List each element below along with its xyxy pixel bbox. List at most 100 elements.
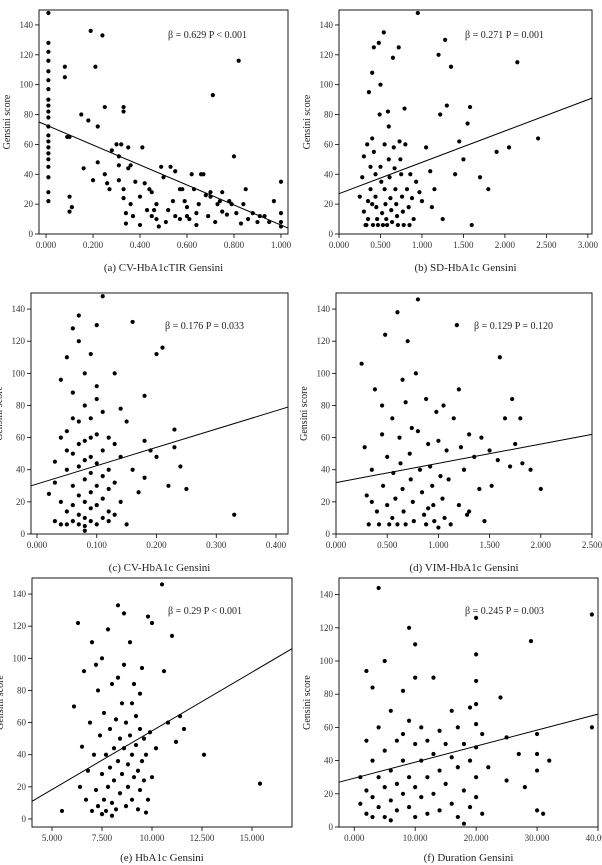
data-point (133, 179, 138, 184)
data-point (238, 221, 244, 226)
data-point (382, 748, 387, 753)
data-point (443, 781, 448, 786)
data-point (461, 157, 466, 162)
data-point (467, 104, 473, 110)
y-tick-label: 120 (13, 621, 27, 631)
x-tick-label: 0.000 (326, 540, 347, 550)
data-point (220, 190, 225, 195)
data-point (415, 297, 421, 302)
data-point (369, 499, 374, 504)
data-point (76, 493, 81, 498)
data-point (88, 351, 93, 357)
data-point (467, 509, 472, 514)
data-point (440, 216, 445, 222)
data-point (413, 675, 418, 680)
data-point (504, 778, 509, 783)
data-point (482, 519, 487, 524)
data-point (425, 738, 430, 743)
data-point (112, 512, 117, 517)
data-point (129, 797, 135, 802)
data-point (124, 522, 129, 527)
data-point (182, 199, 187, 204)
y-tick-label: 100 (20, 80, 34, 90)
data-point (364, 493, 369, 498)
y-tick-label: 140 (320, 590, 334, 600)
data-point (385, 454, 390, 459)
data-point (46, 40, 51, 45)
data-point (46, 157, 51, 162)
data-point (507, 464, 513, 469)
data-point (589, 725, 595, 730)
data-point (444, 448, 449, 453)
data-point (70, 451, 75, 456)
y-tick-label: 120 (12, 336, 26, 346)
data-point (70, 502, 75, 508)
data-point (455, 814, 460, 820)
data-point (453, 172, 458, 177)
data-point (389, 208, 394, 213)
data-point (106, 519, 111, 524)
y-tick-label: 80 (321, 400, 331, 410)
data-point (106, 509, 111, 514)
data-point (194, 210, 199, 216)
data-point (369, 467, 374, 472)
data-point (534, 808, 540, 813)
data-point (474, 652, 479, 657)
data-point (184, 486, 189, 492)
data-point (121, 109, 126, 114)
data-point (79, 112, 84, 117)
data-point (393, 187, 398, 192)
panel-caption: (d) VIM-HbA1c Gensini (409, 562, 518, 574)
data-point (64, 467, 69, 472)
data-point (442, 515, 447, 521)
panel-caption: (e) HbA1c Gensini (120, 852, 204, 864)
data-point (449, 755, 454, 760)
data-point (177, 216, 183, 222)
data-point (100, 515, 105, 521)
y-axis-label: Gensini score (0, 675, 6, 730)
data-point (400, 758, 406, 763)
x-tick-label: 12.500 (190, 833, 215, 843)
data-point (365, 199, 371, 204)
data-point (149, 190, 154, 195)
x-tick-label: 0.200 (83, 240, 104, 250)
data-point (437, 728, 442, 733)
data-point (86, 118, 91, 123)
data-point (130, 467, 135, 472)
data-point (67, 209, 72, 214)
data-point (133, 742, 139, 748)
data-point (62, 64, 67, 69)
data-point (388, 708, 393, 713)
y-tick-label: 0 (29, 229, 34, 239)
data-point (94, 432, 99, 437)
data-point (547, 758, 552, 763)
data-point (368, 187, 373, 192)
fit-line (31, 648, 293, 802)
data-point (52, 480, 58, 485)
data-point (426, 506, 431, 511)
data-point (46, 78, 51, 83)
data-point (474, 678, 479, 684)
plot-frame (338, 9, 593, 235)
y-tick-label: 80 (324, 689, 334, 699)
data-point (46, 145, 51, 150)
data-point (378, 164, 383, 169)
data-point (474, 721, 479, 727)
data-point (135, 768, 141, 773)
data-point (137, 222, 143, 228)
y-tick-label: 100 (12, 368, 26, 378)
data-point (245, 216, 251, 222)
data-point (70, 519, 75, 524)
data-point (365, 216, 371, 222)
x-tick-label: 0.000 (36, 240, 57, 250)
data-point (241, 202, 246, 207)
data-point (403, 522, 408, 527)
data-point (502, 416, 508, 421)
data-point (144, 208, 150, 213)
data-point (456, 502, 461, 508)
data-point (46, 115, 51, 120)
data-point (426, 441, 431, 447)
data-point (114, 142, 119, 147)
data-point (91, 752, 97, 757)
data-point (109, 681, 115, 687)
